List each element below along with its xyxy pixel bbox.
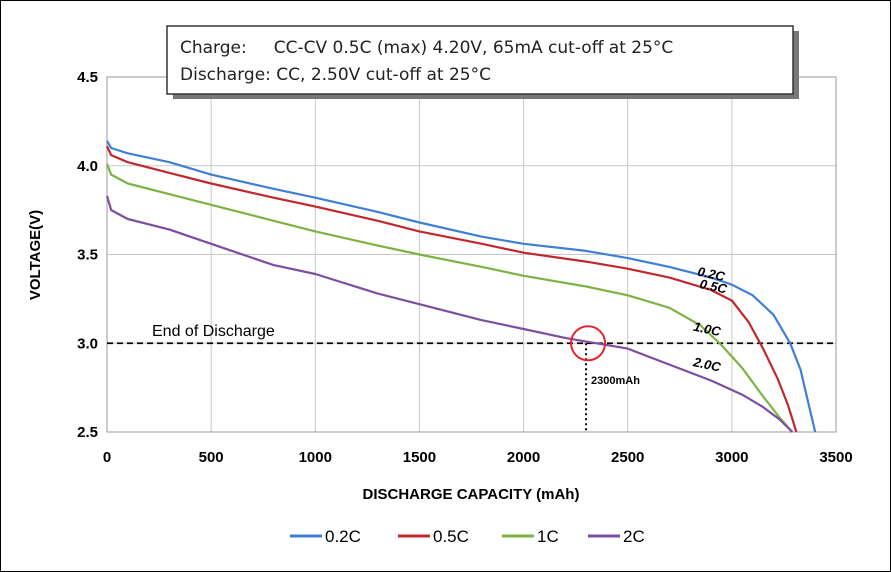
curve-label-2C: 2.0C [691,354,723,375]
x-axis-title: DISCHARGE CAPACITY (mAh) [363,486,580,503]
series-line-0-5C [106,145,798,433]
curve-label-0-2C: 0.2C [696,264,727,285]
grid-lines [106,76,837,433]
marker-capacity-label: 2300mAh [591,375,640,387]
end-of-discharge-label: End of Discharge [152,323,275,340]
legend-label-2C: 2C [623,527,645,546]
info-box-panel [166,25,794,95]
x-tick-label: 1000 [299,449,332,466]
tick-labels: 0 500 1000 1500 2000 2500 3000 3500 2.5 3.0 3.5 4.0… [77,69,853,466]
legend: 0.2C 0.5C 1C 2C [290,527,645,546]
x-tick-label: 2000 [507,449,540,466]
x-tick-label: 1500 [403,449,436,466]
marker-circle [570,325,607,362]
x-tick-label: 2500 [611,449,644,466]
info-line-discharge: Discharge: CC, 2.50V cut-off at 25°C [180,65,491,85]
series-line-1C [105,163,794,433]
y-tick-label: 4.5 [77,69,98,86]
curve-label-0-5C: 0.5C [698,276,729,297]
x-tick-label: 3500 [819,449,852,466]
y-tick-label: 3.0 [77,335,98,352]
curve-labels: 0.2C0.5C 1.0C 2.0C [691,264,729,375]
legend-label-1C: 1C [537,527,559,546]
end-of-discharge-lines [107,342,836,432]
series-line-0-2C [106,140,817,433]
legend-label-0-2C: 0.2C [325,527,361,546]
series-curves [105,140,817,433]
x-tick-label: 3000 [715,449,748,466]
info-box: Charge: CC-CV 0.5C (max) 4.20V, 65mA cut… [166,25,799,99]
y-tick-label: 3.5 [77,247,98,264]
y-axis-title: VOLTAGE(V) [27,210,44,300]
y-tick-label: 2.5 [77,424,98,441]
legend-label-0-5C: 0.5C [433,527,469,546]
info-line-charge: Charge: CC-CV 0.5C (max) 4.20V, 65mA cut… [180,38,673,58]
x-tick-label: 500 [199,449,224,466]
series-line-2C [105,195,794,433]
x-tick-label: 0 [103,449,111,466]
y-tick-label: 4.0 [77,158,98,175]
curve-label-1C: 1.0C [692,319,723,340]
